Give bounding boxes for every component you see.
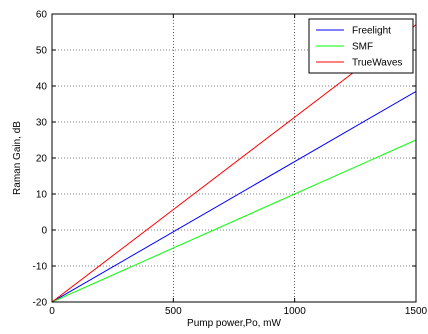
series-line-smf [52, 139, 416, 302]
legend-label: Freelight [352, 26, 391, 37]
y-tick-label: -20 [33, 298, 48, 309]
x-tick-label: 0 [49, 306, 55, 317]
y-axis-label: Raman Gain, dB [12, 121, 23, 195]
y-tick-label: 50 [36, 46, 48, 57]
legend-label: SMF [352, 42, 373, 53]
grid [52, 14, 416, 302]
ticks: 0 500 1000 1500 -20 -10 0 10 20 30 40 50 60 [33, 10, 428, 318]
y-tick-label: 0 [41, 226, 47, 237]
x-tick-label: 1000 [284, 306, 307, 317]
y-tick-label: 40 [36, 82, 48, 93]
legend: Freelight SMF TrueWaves [308, 18, 414, 74]
x-axis-label: Pump power,Po, mW [187, 318, 281, 329]
x-tick-label: 1500 [405, 306, 428, 317]
x-tick-label: 500 [165, 306, 182, 317]
legend-label: TrueWaves [352, 58, 402, 69]
y-tick-label: 60 [36, 10, 48, 21]
y-tick-label: 20 [36, 154, 48, 165]
y-tick-label: 10 [36, 190, 48, 201]
series-line-freelight [52, 90, 416, 302]
y-tick-label: -10 [33, 262, 48, 273]
y-tick-label: 30 [36, 118, 48, 129]
